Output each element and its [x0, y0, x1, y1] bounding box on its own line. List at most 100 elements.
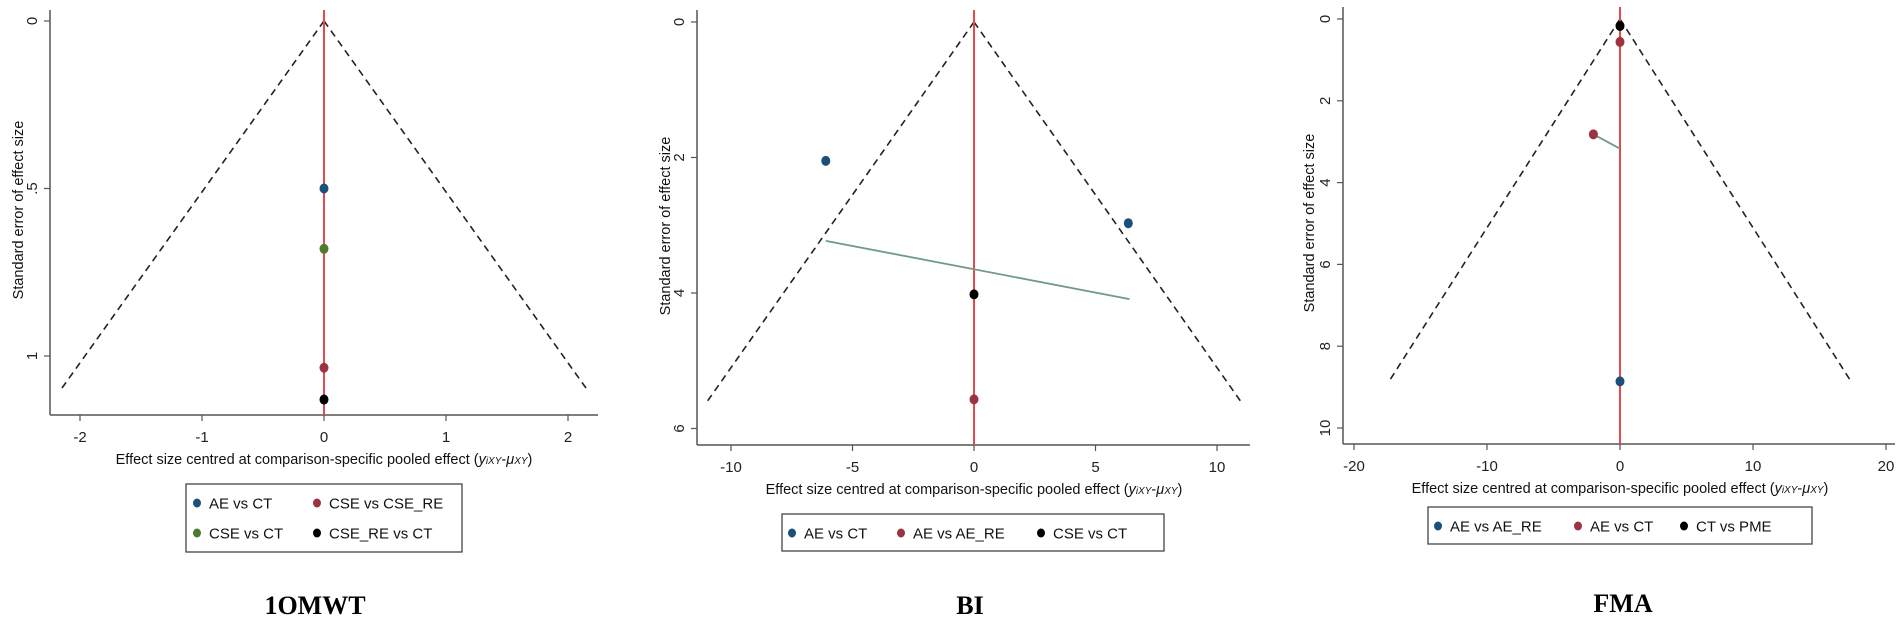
- x-axis-label-part: Effect size centred at comparison-specif…: [1412, 481, 1775, 497]
- fit-line: [1592, 133, 1621, 150]
- x-axis-label-part: y: [478, 452, 487, 468]
- legend-label: AE vs CT: [1590, 519, 1653, 536]
- funnel-left-bound: [60, 20, 325, 390]
- legend-box: [185, 483, 463, 553]
- funnel-plot-1: 0 .5 1 -2 -1 0 1 2 Standard error of effect size…: [11, 10, 598, 619]
- data-point: [319, 243, 329, 254]
- x-axis-label-part: -: [1797, 481, 1802, 497]
- x-axis-label-part: μ: [505, 452, 514, 468]
- legend-marker: [1037, 528, 1045, 538]
- data-point: [1615, 20, 1625, 31]
- x-tick-label: -10: [1476, 458, 1498, 475]
- x-axis-label-part: Effect size centred at comparison-specif…: [766, 482, 1129, 498]
- x-tick-label: -10: [720, 459, 742, 476]
- funnel-plot-3: 0 2 4 6 8 10 -20 -10 0 10 20 Standard error of effe…: [1302, 7, 1895, 618]
- chart-title: FMA: [1593, 589, 1652, 618]
- x-axis-label-part: iXY: [1782, 485, 1799, 496]
- x-tick-label: 1: [442, 429, 450, 446]
- x-axis-label-part: -: [501, 452, 506, 468]
- legend-label: CSE vs CT: [209, 526, 283, 543]
- y-axis-label: Standard error of effect size: [11, 121, 27, 300]
- x-axis-label: Effect size centred at comparison-specif…: [1412, 481, 1829, 497]
- legend-box: [1427, 506, 1813, 545]
- x-tick-label: 10: [1209, 459, 1226, 476]
- x-axis-label-part: XY: [513, 456, 529, 467]
- x-tick-label: 0: [1616, 458, 1624, 475]
- data-point: [969, 394, 979, 405]
- legend-marker: [1574, 521, 1582, 531]
- data-point: [1615, 36, 1625, 47]
- x-axis-label-part: y: [1128, 482, 1137, 498]
- legend-label: AE vs AE_RE: [1450, 519, 1542, 536]
- x-axis-label-part: μ: [1155, 482, 1164, 498]
- y-tick-label: 4: [1317, 178, 1334, 186]
- funnel-left-bound: [1387, 18, 1621, 384]
- legend-marker: [788, 528, 796, 538]
- x-tick-label: 20: [1878, 458, 1895, 475]
- x-tick-label: -20: [1343, 458, 1365, 475]
- x-axis-label-part: y: [1774, 481, 1783, 497]
- legend-marker: [313, 528, 321, 538]
- legend-box: [781, 513, 1165, 552]
- chart-title: 1OMWT: [264, 591, 365, 619]
- legend-label: CSE_RE vs CT: [329, 526, 432, 543]
- data-point: [821, 155, 831, 166]
- legend-label: CSE vs CT: [1053, 526, 1127, 543]
- legend-marker: [193, 498, 201, 508]
- x-axis-label: Effect size centred at comparison-specif…: [116, 452, 533, 468]
- x-axis-label-part: iXY: [486, 456, 503, 467]
- x-axis-label-part: -: [1151, 482, 1156, 498]
- y-tick-label: 0: [671, 18, 688, 26]
- data-point: [1615, 376, 1625, 387]
- legend-label: CSE vs CSE_RE: [329, 496, 443, 513]
- y-tick-label: .5: [24, 182, 41, 195]
- legend-label: CT vs PME: [1696, 519, 1772, 536]
- fit-line: [825, 239, 1130, 300]
- y-tick-label: 8: [1317, 342, 1334, 350]
- x-tick-label: 0: [970, 459, 978, 476]
- data-point: [969, 289, 979, 300]
- x-axis-label-part: Effect size centred at comparison-specif…: [116, 452, 479, 468]
- x-tick-label: 10: [1745, 458, 1762, 475]
- y-axis-label: Standard error of effect size: [658, 137, 674, 316]
- y-tick-label: 2: [671, 153, 688, 161]
- legend-marker: [1680, 521, 1688, 531]
- legend-marker: [897, 528, 905, 538]
- x-tick-label: -2: [73, 429, 86, 446]
- data-point: [1588, 129, 1598, 140]
- x-tick-label: 0: [320, 429, 328, 446]
- data-point: [319, 183, 329, 194]
- y-tick-label: 6: [1317, 260, 1334, 268]
- legend-label: AE vs AE_RE: [913, 526, 1005, 543]
- funnel-left-bound: [706, 21, 975, 402]
- data-point: [319, 394, 329, 405]
- x-axis-label: Effect size centred at comparison-specif…: [766, 482, 1183, 498]
- legend-marker: [193, 528, 201, 538]
- y-tick-label: 0: [1317, 15, 1334, 23]
- y-tick-label: 1: [24, 352, 41, 360]
- x-axis-label-part: ): [1178, 482, 1183, 498]
- y-axis-label: Standard error of effect size: [1302, 134, 1318, 313]
- funnel-plot-2: 0 2 4 6 -10 -5 0 5 10 Standard error of effect si…: [658, 10, 1250, 619]
- x-tick-label: 5: [1091, 459, 1099, 476]
- data-point: [319, 362, 329, 373]
- y-tick-label: 4: [671, 289, 688, 297]
- data-point: [1123, 218, 1133, 229]
- x-axis-label-part: iXY: [1136, 486, 1153, 497]
- funnel-right-bound: [973, 21, 1242, 402]
- y-tick-label: 2: [1317, 97, 1334, 105]
- x-axis-label-part: ): [528, 452, 533, 468]
- legend-label: AE vs CT: [804, 526, 867, 543]
- legend-marker: [313, 498, 321, 508]
- chart-title: BI: [956, 591, 983, 619]
- x-tick-label: -5: [846, 459, 859, 476]
- x-axis-label-part: XY: [1163, 486, 1179, 497]
- x-axis-label-part: ): [1824, 481, 1829, 497]
- funnel-right-bound: [1619, 18, 1853, 384]
- legend-marker: [1434, 521, 1442, 531]
- y-tick-label: 6: [671, 424, 688, 432]
- x-tick-label: -1: [195, 429, 208, 446]
- legend-label: AE vs CT: [209, 496, 272, 513]
- x-axis-label-part: XY: [1809, 485, 1825, 496]
